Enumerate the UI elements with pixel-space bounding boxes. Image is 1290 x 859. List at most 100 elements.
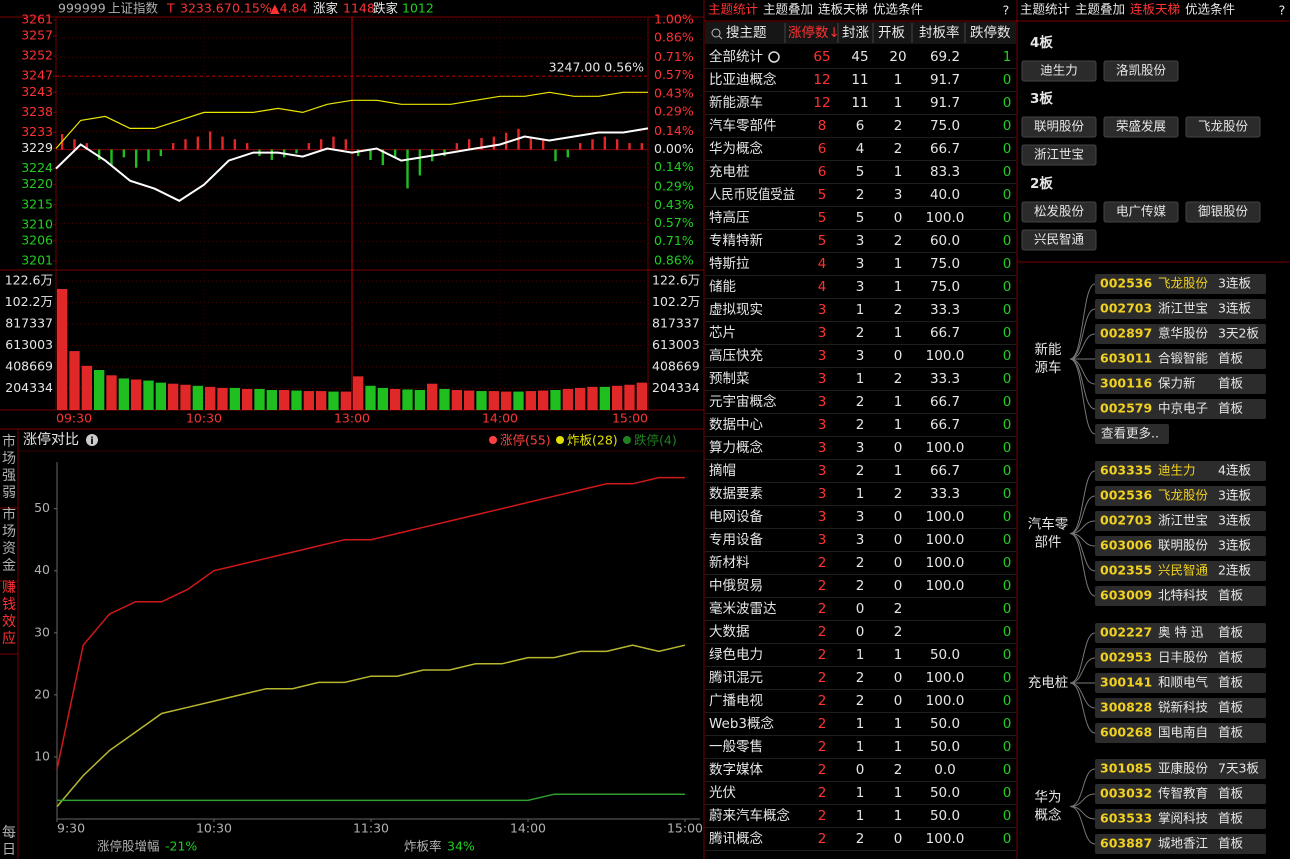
stock-button[interactable] xyxy=(1103,201,1179,223)
theme-name[interactable]: 充电桩 xyxy=(709,164,750,180)
theme-name[interactable]: 元宇宙概念 xyxy=(709,393,777,410)
column-header[interactable]: 搜主题 xyxy=(726,25,767,41)
theme-name[interactable]: 中俄贸易 xyxy=(709,578,763,594)
theme-name[interactable]: 比亚迪概念 xyxy=(709,71,777,88)
side-tab[interactable]: 市场资金 xyxy=(2,506,16,574)
panel-tab[interactable]: 主题叠加 xyxy=(1075,2,1125,17)
theme-name[interactable]: 腾讯混元 xyxy=(709,669,763,686)
stock-button[interactable] xyxy=(1103,60,1179,82)
theme-name[interactable]: 虚拟现实 xyxy=(709,302,763,318)
stock-row[interactable] xyxy=(1095,648,1266,668)
theme-name[interactable]: 特高压 xyxy=(709,209,750,226)
theme-name[interactable]: 蔚来汽车概念 xyxy=(709,807,790,824)
stock-row[interactable] xyxy=(1095,723,1266,743)
column-header[interactable]: 封涨 xyxy=(842,25,870,41)
theme-name[interactable]: 汽车零部件 xyxy=(709,117,777,134)
legend-label[interactable]: 炸板(28) xyxy=(567,433,618,448)
theme-name[interactable]: 专用设备 xyxy=(709,531,763,548)
info-icon[interactable] xyxy=(86,434,98,446)
theme-name[interactable]: 全部统计 xyxy=(709,48,763,65)
panel-tab[interactable]: 主题统计 xyxy=(1020,2,1070,17)
more-button[interactable] xyxy=(1095,424,1169,444)
theme-name[interactable]: 专精特新 xyxy=(709,233,763,249)
theme-name[interactable]: 芯片 xyxy=(709,325,736,341)
panel-tab[interactable]: 连板天梯 xyxy=(1130,2,1180,17)
theme-name[interactable]: 储能 xyxy=(709,279,736,295)
theme-name[interactable]: 一般零售 xyxy=(709,739,763,755)
theme-name[interactable]: 高压快充 xyxy=(709,347,763,364)
column-header[interactable]: 开板 xyxy=(878,25,906,41)
stock-button-label[interactable]: 荣盛发展 xyxy=(1116,119,1166,134)
stock-row[interactable] xyxy=(1095,623,1266,643)
theme-name[interactable]: 毫米波雷达 xyxy=(709,600,777,617)
stock-row[interactable] xyxy=(1095,274,1266,294)
help-button[interactable]: ? xyxy=(1279,3,1286,18)
stock-row[interactable] xyxy=(1095,461,1266,481)
stock-row[interactable] xyxy=(1095,784,1266,804)
stock-button[interactable] xyxy=(1021,229,1097,251)
theme-name[interactable]: 绿色电力 xyxy=(709,646,763,663)
panel-tab[interactable]: 主题叠加 xyxy=(763,2,813,17)
stock-button[interactable] xyxy=(1021,144,1097,166)
stock-row[interactable] xyxy=(1095,511,1266,531)
more-link[interactable]: 查看更多.. xyxy=(1101,426,1159,441)
theme-name[interactable]: 光伏 xyxy=(709,785,737,801)
theme-name[interactable]: 特斯拉 xyxy=(709,256,750,272)
stock-button-label[interactable]: 联明股份 xyxy=(1034,119,1085,134)
search-icon[interactable] xyxy=(711,28,721,38)
stock-row[interactable] xyxy=(1095,299,1266,319)
stock-row[interactable] xyxy=(1095,834,1266,854)
theme-name[interactable]: 新材料 xyxy=(709,555,750,571)
theme-name[interactable]: 数据要素 xyxy=(709,486,763,502)
stock-row[interactable] xyxy=(1095,349,1266,369)
stock-button-label[interactable]: 御银股份 xyxy=(1198,204,1249,219)
panel-tab[interactable]: 连板天梯 xyxy=(818,2,868,17)
theme-name[interactable]: 人民币贬值受益 xyxy=(709,187,795,203)
stock-button-label[interactable]: 洛凯股份 xyxy=(1116,63,1167,78)
side-tab[interactable]: 赚钱效应 xyxy=(2,580,16,647)
stock-row[interactable] xyxy=(1095,673,1266,693)
stock-button-label[interactable]: 松发股份 xyxy=(1034,204,1085,219)
panel-tab[interactable]: 主题统计 xyxy=(708,2,758,17)
stock-button[interactable] xyxy=(1185,201,1261,223)
theme-name[interactable]: 华为概念 xyxy=(709,140,763,157)
theme-name[interactable]: 新能源车 xyxy=(709,94,763,111)
theme-name[interactable]: 预制菜 xyxy=(709,371,750,387)
side-tab[interactable]: 市场强弱 xyxy=(2,433,16,501)
stat-icon[interactable] xyxy=(768,51,780,63)
stock-row[interactable] xyxy=(1095,586,1266,606)
theme-name[interactable]: 算力概念 xyxy=(709,439,763,456)
stock-button-label[interactable]: 浙江世宝 xyxy=(1034,147,1084,162)
theme-name[interactable]: Web3概念 xyxy=(709,715,774,732)
stock-button[interactable] xyxy=(1021,201,1097,223)
stock-button[interactable] xyxy=(1021,60,1097,82)
stock-row[interactable] xyxy=(1095,698,1266,718)
theme-name[interactable]: 数据中心 xyxy=(709,417,763,433)
stock-button[interactable] xyxy=(1021,116,1097,138)
column-header[interactable]: 涨停数↓ xyxy=(788,24,840,41)
side-tab[interactable]: 每日 xyxy=(2,825,16,858)
stock-row[interactable] xyxy=(1095,324,1266,344)
stock-row[interactable] xyxy=(1095,759,1266,779)
theme-name[interactable]: 广播电视 xyxy=(709,693,763,709)
theme-name[interactable]: 电网设备 xyxy=(709,508,763,525)
theme-name[interactable]: 大数据 xyxy=(709,624,750,640)
stock-button[interactable] xyxy=(1103,116,1179,138)
stock-button-label[interactable]: 电广传媒 xyxy=(1116,204,1167,219)
stock-row[interactable] xyxy=(1095,399,1266,419)
theme-name[interactable]: 腾讯概念 xyxy=(709,830,763,847)
legend-label[interactable]: 跌停(4) xyxy=(634,433,677,448)
legend-label[interactable]: 涨停(55) xyxy=(500,433,551,448)
column-header[interactable]: 跌停数 xyxy=(970,24,1011,41)
stock-button-label[interactable]: 兴民智通 xyxy=(1034,232,1085,247)
stock-row[interactable] xyxy=(1095,809,1266,829)
stock-row[interactable] xyxy=(1095,374,1266,394)
stock-row[interactable] xyxy=(1095,486,1266,506)
stock-button[interactable] xyxy=(1185,116,1261,138)
panel-tab[interactable]: 优选条件 xyxy=(873,2,923,17)
stock-button-label[interactable]: 迪生力 xyxy=(1040,63,1078,78)
theme-name[interactable]: 数字媒体 xyxy=(709,762,763,778)
column-header[interactable]: 封板率 xyxy=(919,24,960,41)
stock-row[interactable] xyxy=(1095,536,1266,556)
theme-name[interactable]: 摘帽 xyxy=(709,462,736,479)
